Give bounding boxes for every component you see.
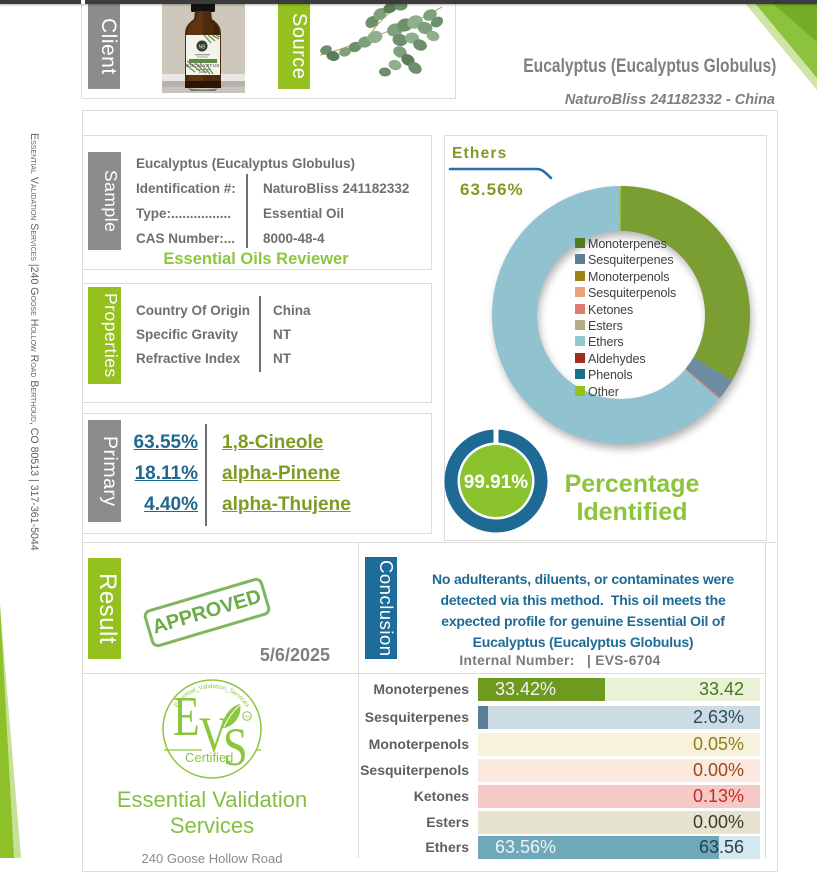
svg-text:NB: NB [199,45,207,51]
svg-text:99.91%: 99.91% [464,472,529,493]
svg-text:E: E [173,685,200,747]
svg-text:EUCALYPTUS: EUCALYPTUS [186,63,219,68]
svg-text:TM: TM [244,714,250,719]
svg-text:Certified: Certified [185,750,233,765]
svg-text:V: V [199,706,229,762]
